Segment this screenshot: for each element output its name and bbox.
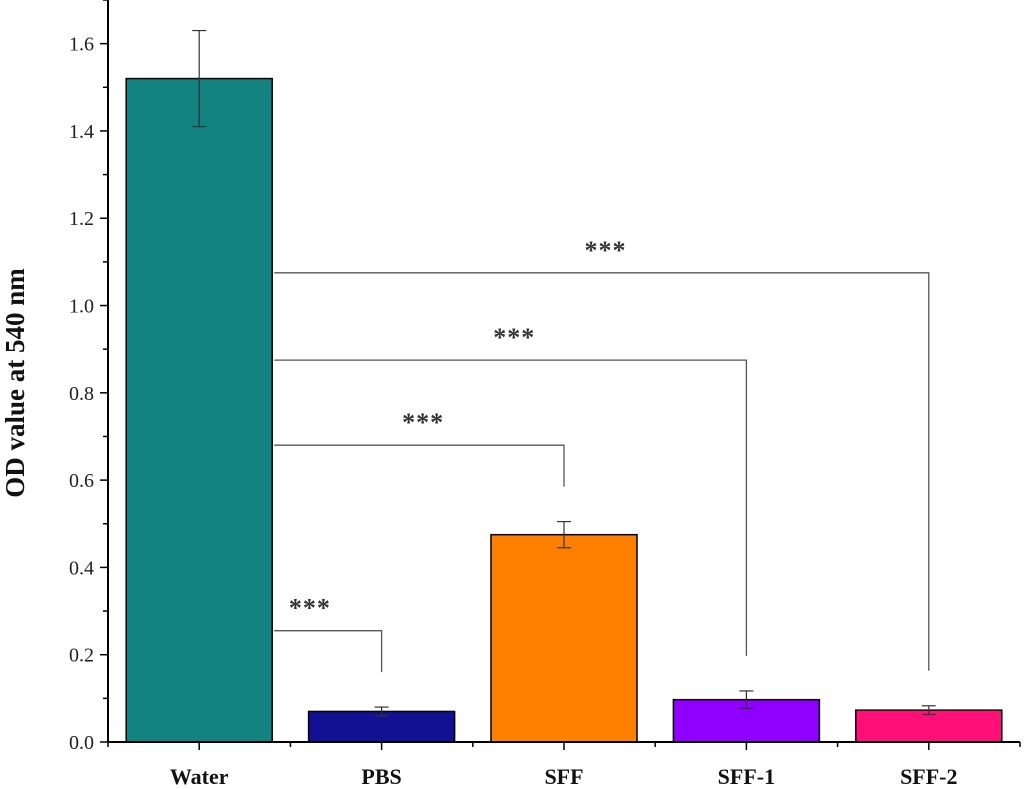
- y-tick-label: 1.2: [69, 208, 94, 230]
- y-tick-label: 0.4: [69, 557, 94, 579]
- bar-pbs: [307, 710, 456, 743]
- x-ticks-group: Water PBS SFF SFF-1 SFF-2: [107, 742, 1021, 789]
- error-bars-group: [192, 29, 936, 717]
- x-tick-label-sff: SFF: [544, 764, 583, 789]
- y-tick-label: 0.2: [69, 645, 94, 667]
- bars-group: [125, 77, 1003, 743]
- significance-bracket: [274, 272, 930, 671]
- x-tick-label-pbs: PBS: [361, 764, 401, 789]
- significance-bracket: [274, 444, 565, 487]
- y-tick-label: 0.6: [69, 470, 94, 492]
- y-tick-label: 1.0: [69, 296, 94, 318]
- significance-label: ***: [585, 236, 627, 265]
- significance-label: ***: [493, 323, 535, 352]
- y-tick-label: 0.8: [69, 383, 94, 405]
- significance-label: ***: [402, 408, 444, 437]
- bar-water: [125, 77, 273, 743]
- significance-label: ***: [289, 594, 331, 623]
- significance-group: *** *** *** ***: [274, 236, 930, 673]
- y-axis-title: OD value at 540 nm: [0, 268, 30, 498]
- significance-bracket: [274, 630, 383, 673]
- y-tick-label: 1.6: [69, 34, 94, 56]
- x-tick-label-sff-2: SFF-2: [900, 764, 957, 789]
- x-tick-label-sff-1: SFF-1: [718, 764, 775, 789]
- y-ticks-group: 0.0 0.2 0.4 0.6 0.8 1.0 1.2 1.4 1.6: [69, 0, 108, 754]
- x-tick-label-water: Water: [170, 764, 229, 789]
- y-tick-label: 0.0: [69, 732, 94, 754]
- bar-sff: [490, 533, 638, 743]
- y-tick-label: 1.4: [69, 121, 94, 143]
- significance-bracket: [274, 359, 748, 656]
